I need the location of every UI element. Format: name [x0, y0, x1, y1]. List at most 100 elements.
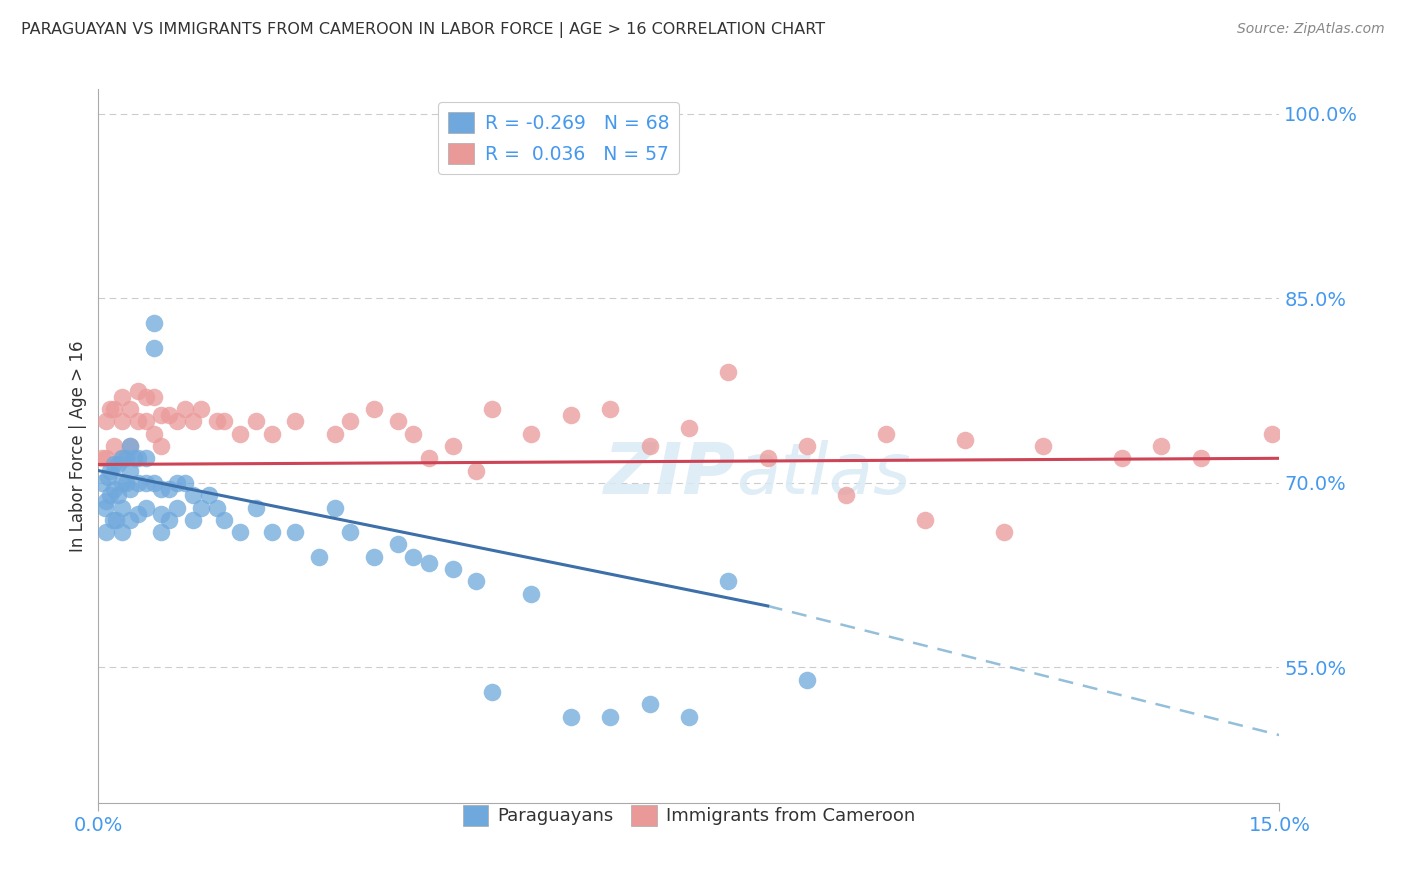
Point	[339, 525, 361, 540]
Point	[98, 464, 121, 478]
Point	[135, 451, 157, 466]
Point	[111, 390, 134, 404]
Legend: Paraguayans, Immigrants from Cameroon: Paraguayans, Immigrants from Cameroon	[456, 797, 922, 833]
Point	[323, 426, 346, 441]
Point	[387, 537, 409, 551]
Point	[520, 426, 543, 441]
Point	[678, 420, 700, 434]
Point	[150, 482, 173, 496]
Point	[174, 402, 197, 417]
Point	[127, 475, 149, 490]
Point	[465, 464, 488, 478]
Point	[135, 500, 157, 515]
Point	[111, 451, 134, 466]
Point	[181, 488, 204, 502]
Point	[402, 426, 425, 441]
Point	[260, 426, 283, 441]
Point	[166, 475, 188, 490]
Point	[481, 402, 503, 417]
Point	[111, 500, 134, 515]
Point	[560, 409, 582, 423]
Point	[418, 556, 440, 570]
Point	[181, 414, 204, 428]
Text: PARAGUAYAN VS IMMIGRANTS FROM CAMEROON IN LABOR FORCE | AGE > 16 CORRELATION CHA: PARAGUAYAN VS IMMIGRANTS FROM CAMEROON I…	[21, 22, 825, 38]
Point	[481, 685, 503, 699]
Point	[98, 488, 121, 502]
Point	[118, 402, 141, 417]
Point	[717, 365, 740, 379]
Point	[441, 562, 464, 576]
Point	[638, 698, 661, 712]
Point	[118, 513, 141, 527]
Point	[150, 525, 173, 540]
Point	[111, 414, 134, 428]
Point	[520, 587, 543, 601]
Point	[103, 458, 125, 472]
Point	[91, 475, 114, 490]
Point	[118, 439, 141, 453]
Point	[835, 488, 858, 502]
Y-axis label: In Labor Force | Age > 16: In Labor Force | Age > 16	[69, 340, 87, 552]
Point	[214, 414, 236, 428]
Point	[103, 482, 125, 496]
Point	[127, 507, 149, 521]
Point	[118, 439, 141, 453]
Point	[96, 494, 118, 508]
Point	[308, 549, 330, 564]
Point	[127, 384, 149, 398]
Point	[260, 525, 283, 540]
Point	[115, 475, 138, 490]
Point	[96, 451, 118, 466]
Point	[245, 500, 267, 515]
Point	[1032, 439, 1054, 453]
Point	[1111, 451, 1133, 466]
Point	[418, 451, 440, 466]
Point	[229, 525, 252, 540]
Point	[205, 500, 228, 515]
Point	[756, 451, 779, 466]
Point	[97, 469, 120, 483]
Point	[127, 414, 149, 428]
Point	[796, 673, 818, 687]
Point	[993, 525, 1015, 540]
Point	[363, 402, 385, 417]
Point	[111, 525, 134, 540]
Text: atlas: atlas	[737, 440, 911, 509]
Point	[142, 475, 165, 490]
Point	[599, 402, 621, 417]
Point	[174, 475, 197, 490]
Point	[96, 414, 118, 428]
Point	[115, 451, 138, 466]
Point	[796, 439, 818, 453]
Point	[214, 513, 236, 527]
Text: ZIP: ZIP	[605, 440, 737, 509]
Point	[122, 451, 145, 466]
Point	[190, 500, 212, 515]
Point	[103, 439, 125, 453]
Point	[135, 414, 157, 428]
Point	[93, 500, 115, 515]
Point	[142, 316, 165, 330]
Point	[150, 507, 173, 521]
Point	[157, 409, 180, 423]
Point	[339, 414, 361, 428]
Point	[205, 414, 228, 428]
Point	[127, 451, 149, 466]
Point	[323, 500, 346, 515]
Point	[441, 439, 464, 453]
Point	[560, 709, 582, 723]
Point	[135, 475, 157, 490]
Point	[103, 402, 125, 417]
Point	[135, 390, 157, 404]
Point	[150, 409, 173, 423]
Point	[142, 341, 165, 355]
Point	[111, 451, 134, 466]
Point	[157, 513, 180, 527]
Point	[107, 488, 129, 502]
Point	[166, 414, 188, 428]
Point	[98, 402, 121, 417]
Point	[118, 482, 141, 496]
Text: Source: ZipAtlas.com: Source: ZipAtlas.com	[1237, 22, 1385, 37]
Point	[142, 426, 165, 441]
Point	[387, 414, 409, 428]
